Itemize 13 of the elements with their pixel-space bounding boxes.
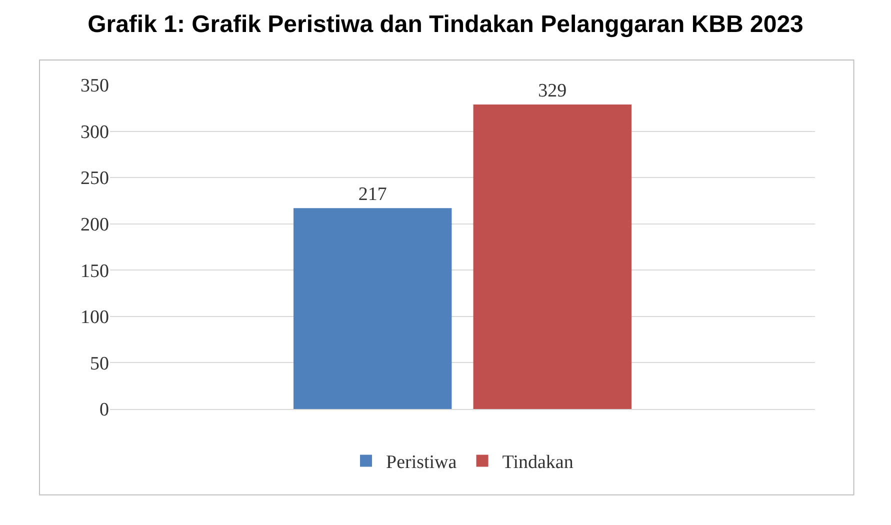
chart-title: Grafik 1: Grafik Peristiwa dan Tindakan Pelanggaran KBB 2023 <box>88 11 804 38</box>
y-tick-label: 150 <box>80 260 109 282</box>
data-label: 217 <box>358 184 387 206</box>
y-tick-label: 100 <box>80 307 109 328</box>
y-tick-label: 250 <box>80 168 109 190</box>
data-label: 329 <box>538 80 567 102</box>
y-tick-label: 200 <box>80 214 109 236</box>
y-tick-label: 0 <box>100 400 109 421</box>
legend-label: Tindakan <box>502 452 574 474</box>
y-tick-label: 50 <box>90 353 109 374</box>
y-tick-label: 300 <box>80 122 109 143</box>
y-tick-label: 350 <box>80 76 109 97</box>
legend-label: Peristiwa <box>386 452 458 474</box>
